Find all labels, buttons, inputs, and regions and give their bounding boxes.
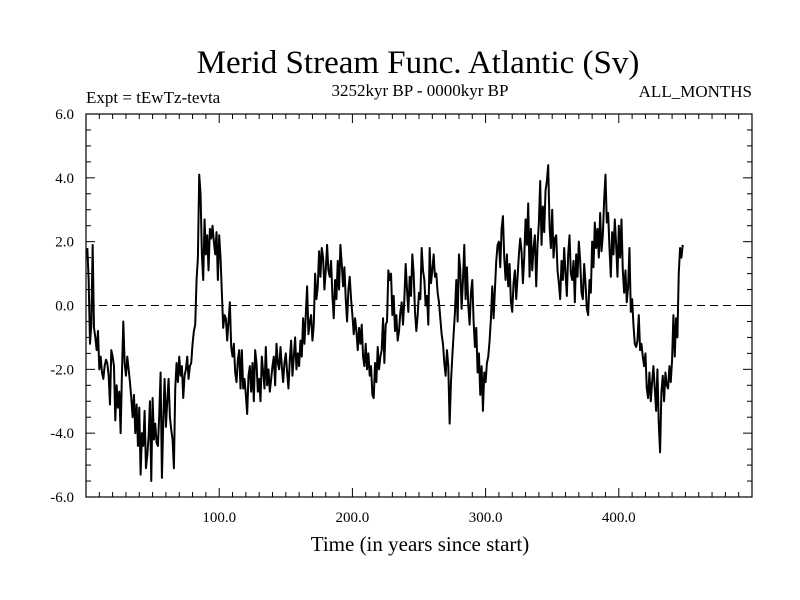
axis-ticks <box>86 114 752 497</box>
x-tick-label: 100.0 <box>202 510 236 526</box>
axis-tick-labels: 100.0 200.0 300.0 400.0 -6.0 -4.0 -2.0 0.0 2.0 4.… <box>50 107 635 526</box>
y-tick-label: -2.0 <box>50 362 74 378</box>
experiment-label: Expt = tEwTz-tevta <box>86 88 221 107</box>
time-range-label: 3252kyr BP - 0000kyr BP <box>332 81 509 100</box>
x-tick-label: 400.0 <box>602 510 636 526</box>
x-axis-label: Time (in years since start) <box>311 532 530 556</box>
x-tick-label: 200.0 <box>336 510 370 526</box>
series-line <box>86 164 684 483</box>
y-tick-label: 2.0 <box>55 235 74 251</box>
y-tick-label: -6.0 <box>50 490 74 506</box>
chart-title: Merid Stream Func. Atlantic (Sv) <box>197 45 640 81</box>
y-tick-label: -4.0 <box>50 426 74 442</box>
x-tick-label: 300.0 <box>469 510 503 526</box>
y-tick-label: 4.0 <box>55 171 74 187</box>
y-tick-label: 0.0 <box>55 299 74 315</box>
y-tick-label: 6.0 <box>55 107 74 123</box>
months-label: ALL_MONTHS <box>639 82 752 101</box>
